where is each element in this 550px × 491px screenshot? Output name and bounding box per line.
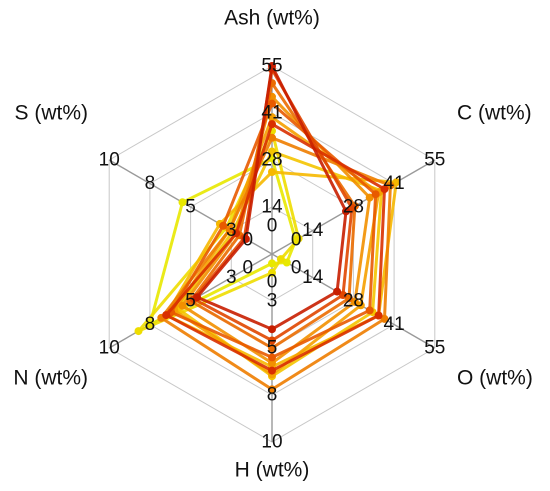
series-9-point-2 <box>339 291 347 299</box>
series-6-point-2 <box>380 314 389 323</box>
series-1-point-2 <box>276 255 285 264</box>
series-6-point-0 <box>268 133 276 142</box>
series-4-point-2 <box>356 301 365 310</box>
series-0-point-3 <box>268 259 276 268</box>
axis-5-tick-0: 0 <box>243 230 254 251</box>
series-8-point-5 <box>219 221 228 230</box>
series-9-point-1 <box>347 203 356 212</box>
radar-series <box>134 62 401 394</box>
axis-1-tick-2: 28 <box>343 197 364 218</box>
series-10-point-2 <box>374 311 383 320</box>
radar-axis-labels: Ash (wt%) C (wt%) O (wt%) H (wt%) N (wt%) S (… <box>13 7 533 482</box>
axis-3-tick-2: 5 <box>267 338 278 359</box>
series-5-point-2 <box>350 297 359 306</box>
axis-0-tick-0: 0 <box>267 216 278 237</box>
axis-label-4: N (wt%) <box>13 367 88 390</box>
axis-1-tick-1: 14 <box>302 220 324 241</box>
axis-2-tick-1: 14 <box>302 267 324 288</box>
series-1-point-3 <box>268 268 276 277</box>
series-11-point-1 <box>342 207 350 216</box>
axis-3-tick-3: 8 <box>267 385 278 406</box>
series-2-point-0 <box>268 147 276 156</box>
axis-1-tick-0: 0 <box>291 230 302 251</box>
axis-label-1: C (wt%) <box>457 102 532 125</box>
axis-4-tick-2: 5 <box>185 291 196 312</box>
series-3-point-0 <box>268 168 276 176</box>
axis-5-tick-4: 10 <box>99 150 120 171</box>
series-5-point-3 <box>268 359 276 367</box>
series-6-point-1 <box>386 181 395 190</box>
axis-3-tick-1: 3 <box>267 291 278 312</box>
series-10-point-1 <box>380 185 389 194</box>
series-10-point-3 <box>268 366 276 375</box>
axis-0-tick-3: 41 <box>261 103 282 124</box>
series-0-point-5 <box>178 198 187 207</box>
axis-1-tick-3: 41 <box>384 173 405 194</box>
axis-2-tick-2: 28 <box>343 291 364 312</box>
axis-5-tick-2: 5 <box>185 197 196 218</box>
series-1-point-1 <box>294 234 303 243</box>
series-11-point-3 <box>268 325 276 334</box>
series-6-point-5 <box>225 225 234 234</box>
series-1-point-4 <box>134 327 143 336</box>
axis-0-tick-2: 28 <box>261 150 282 171</box>
series-8-point-1 <box>371 190 380 199</box>
series-0-point-2 <box>282 258 291 267</box>
axis-2-tick-4: 55 <box>424 338 445 359</box>
series-7-point-3 <box>268 344 276 352</box>
series-6-point-3 <box>268 385 276 394</box>
series-5-point-1 <box>365 193 374 202</box>
axis-label-0: Ash (wt%) <box>224 7 320 30</box>
axis-4-tick-4: 10 <box>99 338 120 359</box>
axis-3-tick-0: 0 <box>267 272 278 293</box>
axis-1-tick-4: 55 <box>424 150 445 171</box>
axis-5-tick-3: 8 <box>145 173 156 194</box>
series-7-point-2 <box>345 294 353 303</box>
axis-4-tick-0: 0 <box>243 258 254 279</box>
axis-5-tick-1: 3 <box>226 220 237 241</box>
series-10-point-5 <box>232 229 241 238</box>
series-10-point-0 <box>268 120 276 129</box>
axis-4-tick-3: 8 <box>145 314 156 335</box>
series-5-point-4 <box>178 301 187 310</box>
axis-2-tick-3: 41 <box>384 314 405 335</box>
axis-0-tick-4: 55 <box>261 56 282 77</box>
series-11-point-2 <box>333 287 342 296</box>
series-8-point-0 <box>268 99 276 108</box>
axis-3-tick-4: 10 <box>261 432 282 453</box>
axis-2-tick-0: 0 <box>291 258 302 279</box>
axis-label-3: H (wt%) <box>235 459 310 482</box>
series-8-point-2 <box>365 306 374 315</box>
series-11-point-4 <box>193 293 202 302</box>
axis-4-tick-1: 3 <box>226 267 237 288</box>
axis-label-5: S (wt%) <box>15 102 89 125</box>
series-4-point-0 <box>268 113 276 122</box>
axis-0-tick-1: 14 <box>261 197 283 218</box>
series-8-point-3 <box>268 353 276 362</box>
series-9-point-3 <box>268 336 276 345</box>
series-10-point-4 <box>162 311 171 320</box>
series-11-point-0 <box>268 62 276 70</box>
axis-label-2: O (wt%) <box>457 367 533 390</box>
series-11-point-5 <box>241 235 250 243</box>
series-3-point-1 <box>392 178 401 187</box>
